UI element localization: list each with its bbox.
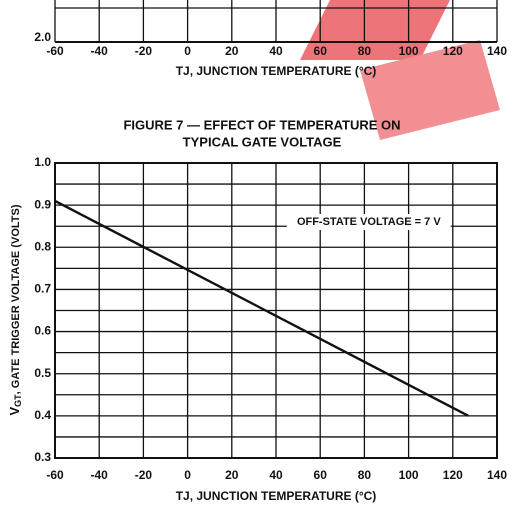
x-tick-label: 60 (314, 468, 328, 482)
chart-title: FIGURE 7 — EFFECT OF TEMPERATURE ON (123, 117, 400, 132)
x-tick-label: -20 (135, 44, 153, 58)
y-tick-label: 0.6 (34, 324, 51, 338)
x-tick-label: 120 (443, 44, 463, 58)
plot-frame (54, 162, 498, 459)
chart-title: TYPICAL GATE VOLTAGE (183, 134, 342, 149)
y-tick-label: 0.5 (34, 366, 51, 380)
series-line (54, 199, 469, 417)
x-tick-label: 100 (399, 468, 419, 482)
y-tick-label: 2.0 (34, 30, 51, 44)
x-tick-label: 140 (487, 44, 507, 58)
x-tick-label: -20 (135, 468, 153, 482)
x-tick-label: 0 (184, 468, 191, 482)
x-tick-label: 80 (358, 468, 372, 482)
x-tick-label: 20 (225, 468, 239, 482)
y-label-subscript: GT (13, 394, 23, 407)
y-tick-label: 0.4 (34, 408, 51, 422)
x-tick-label: 40 (269, 44, 283, 58)
watermark (300, 0, 500, 140)
x-tick-label: 140 (487, 468, 507, 482)
x-tick-label: -40 (91, 468, 109, 482)
y-tick-label: 1.0 (34, 155, 51, 169)
y-tick-label: 0.7 (34, 282, 51, 296)
y-label-symbol: V (7, 407, 22, 416)
watermark-shape (360, 40, 500, 140)
y-axis-label: VGT, GATE TRIGGER VOLTAGE (VOLTS) (7, 204, 23, 415)
x-tick-label: 20 (225, 44, 239, 58)
y-tick-label: 0.8 (34, 239, 51, 253)
x-tick-label: 100 (399, 44, 419, 58)
y-tick-label: 0.9 (34, 197, 51, 211)
x-tick-label: -40 (91, 44, 109, 58)
y-tick-label: 0.3 (34, 450, 51, 464)
annotation: OFF-STATE VOLTAGE = 7 V (297, 216, 441, 228)
x-tick-label: -60 (46, 44, 64, 58)
x-tick-label: 0 (184, 44, 191, 58)
x-tick-label: 80 (358, 44, 372, 58)
x-tick-label: -60 (46, 468, 64, 482)
x-tick-label: 40 (269, 468, 283, 482)
y-label-text: , GATE TRIGGER VOLTAGE (VOLTS) (10, 204, 22, 394)
x-tick-label: 120 (443, 468, 463, 482)
annotation-bg (286, 214, 451, 230)
x-axis-label: TJ, JUNCTION TEMPERATURE (°C) (176, 489, 377, 503)
x-axis-label: TJ, JUNCTION TEMPERATURE (°C) (176, 64, 377, 78)
x-tick-label: 60 (314, 44, 328, 58)
watermark-shape (300, 0, 450, 60)
